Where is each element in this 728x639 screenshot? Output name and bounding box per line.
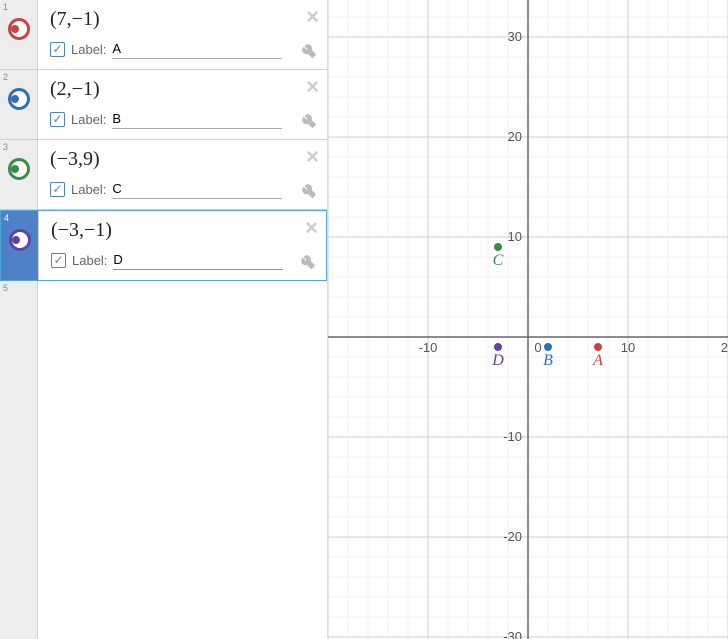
expression-sidebar: 1 (7,−1) ✓ Label: × 2 (2,−1) ✓ Label: × 3 (−3,9) ✓ La… — [0, 0, 328, 639]
svg-text:-20: -20 — [503, 529, 522, 544]
label-checkbox[interactable]: ✓ — [50, 112, 65, 127]
svg-text:10: 10 — [508, 229, 522, 244]
point-color-icon[interactable] — [9, 229, 31, 251]
expression-body: (−3,9) ✓ Label: × — [38, 140, 327, 209]
label-checkbox[interactable]: ✓ — [50, 182, 65, 197]
label-checkbox[interactable]: ✓ — [50, 42, 65, 57]
row-tab[interactable]: 4 — [1, 211, 39, 280]
settings-icon[interactable] — [299, 181, 317, 199]
label-row: ✓ Label: — [50, 39, 315, 59]
row-index: 5 — [3, 283, 8, 293]
svg-text:20: 20 — [721, 340, 728, 355]
settings-icon[interactable] — [299, 41, 317, 59]
close-icon[interactable]: × — [306, 76, 319, 98]
point-label: D — [491, 352, 504, 369]
svg-text:-10: -10 — [419, 340, 438, 355]
row-index: 2 — [3, 72, 8, 82]
plotted-point[interactable] — [494, 243, 502, 251]
expression-row[interactable]: 4 (−3,−1) ✓ Label: × — [0, 210, 327, 281]
label-checkbox[interactable]: ✓ — [51, 253, 66, 268]
empty-expression-row[interactable]: 5 — [0, 281, 327, 639]
point-label: C — [493, 252, 504, 269]
expression-text[interactable]: (2,−1) — [50, 78, 315, 101]
svg-text:-30: -30 — [503, 629, 522, 639]
close-icon[interactable]: × — [306, 6, 319, 28]
expression-body: (7,−1) ✓ Label: × — [38, 0, 327, 69]
plotted-point[interactable] — [594, 343, 602, 351]
plotted-point[interactable] — [494, 343, 502, 351]
row-index: 3 — [3, 142, 8, 152]
row-index: 1 — [3, 2, 8, 12]
settings-icon[interactable] — [299, 111, 317, 129]
label-row: ✓ Label: — [50, 179, 315, 199]
point-label: A — [592, 352, 603, 369]
row-tab[interactable]: 1 — [0, 0, 38, 69]
expression-row[interactable]: 1 (7,−1) ✓ Label: × — [0, 0, 327, 70]
label-input[interactable] — [112, 109, 282, 129]
close-icon[interactable]: × — [305, 217, 318, 239]
svg-text:30: 30 — [508, 29, 522, 44]
expression-row[interactable]: 3 (−3,9) ✓ Label: × — [0, 140, 327, 210]
expression-row[interactable]: 2 (2,−1) ✓ Label: × — [0, 70, 327, 140]
label-row: ✓ Label: — [51, 250, 314, 270]
label-caption: Label: — [71, 182, 106, 197]
row-index: 4 — [4, 213, 9, 223]
expression-body: (−3,−1) ✓ Label: × — [39, 211, 326, 280]
point-color-icon[interactable] — [8, 88, 30, 110]
graph-svg[interactable]: -10 10 20 -30 -20 -10 10 20 30 0 A B C D — [328, 0, 728, 639]
label-input[interactable] — [112, 179, 282, 199]
svg-text:20: 20 — [508, 129, 522, 144]
expression-text[interactable]: (7,−1) — [50, 8, 315, 31]
label-input[interactable] — [113, 250, 283, 270]
row-tab[interactable]: 2 — [0, 70, 38, 139]
point-color-icon[interactable] — [8, 18, 30, 40]
close-icon[interactable]: × — [306, 146, 319, 168]
expression-body: (2,−1) ✓ Label: × — [38, 70, 327, 139]
label-caption: Label: — [72, 253, 107, 268]
row-tab[interactable]: 3 — [0, 140, 38, 209]
label-caption: Label: — [71, 42, 106, 57]
expression-text[interactable]: (−3,9) — [50, 148, 315, 171]
graph-panel[interactable]: -10 10 20 -30 -20 -10 10 20 30 0 A B C D — [328, 0, 728, 639]
point-color-icon[interactable] — [8, 158, 30, 180]
settings-icon[interactable] — [298, 252, 316, 270]
label-row: ✓ Label: — [50, 109, 315, 129]
expression-text[interactable]: (−3,−1) — [51, 219, 314, 242]
svg-text:-10: -10 — [503, 429, 522, 444]
svg-text:10: 10 — [621, 340, 635, 355]
label-input[interactable] — [112, 39, 282, 59]
plotted-point[interactable] — [544, 343, 552, 351]
svg-text:0: 0 — [534, 340, 541, 355]
label-caption: Label: — [71, 112, 106, 127]
point-label: B — [543, 352, 553, 369]
